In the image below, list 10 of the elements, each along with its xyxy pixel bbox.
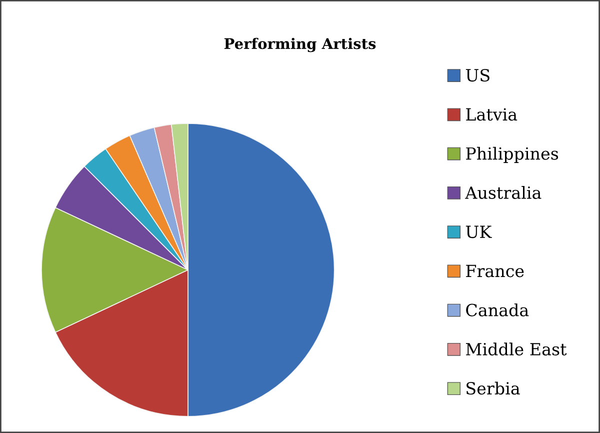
legend-label: Philippines — [466, 146, 558, 164]
legend-label: Australia — [465, 186, 542, 199]
legend-label: UK — [466, 226, 492, 238]
legend-label: Middle East — [466, 342, 567, 356]
legend-label: Latvia — [466, 108, 518, 121]
legend-label: Serbia — [466, 382, 520, 395]
legend-label: US — [466, 68, 490, 82]
legend-label: France — [466, 264, 524, 278]
legend-label: Canada — [466, 303, 529, 316]
chart-title: Performing Artists — [224, 38, 376, 52]
